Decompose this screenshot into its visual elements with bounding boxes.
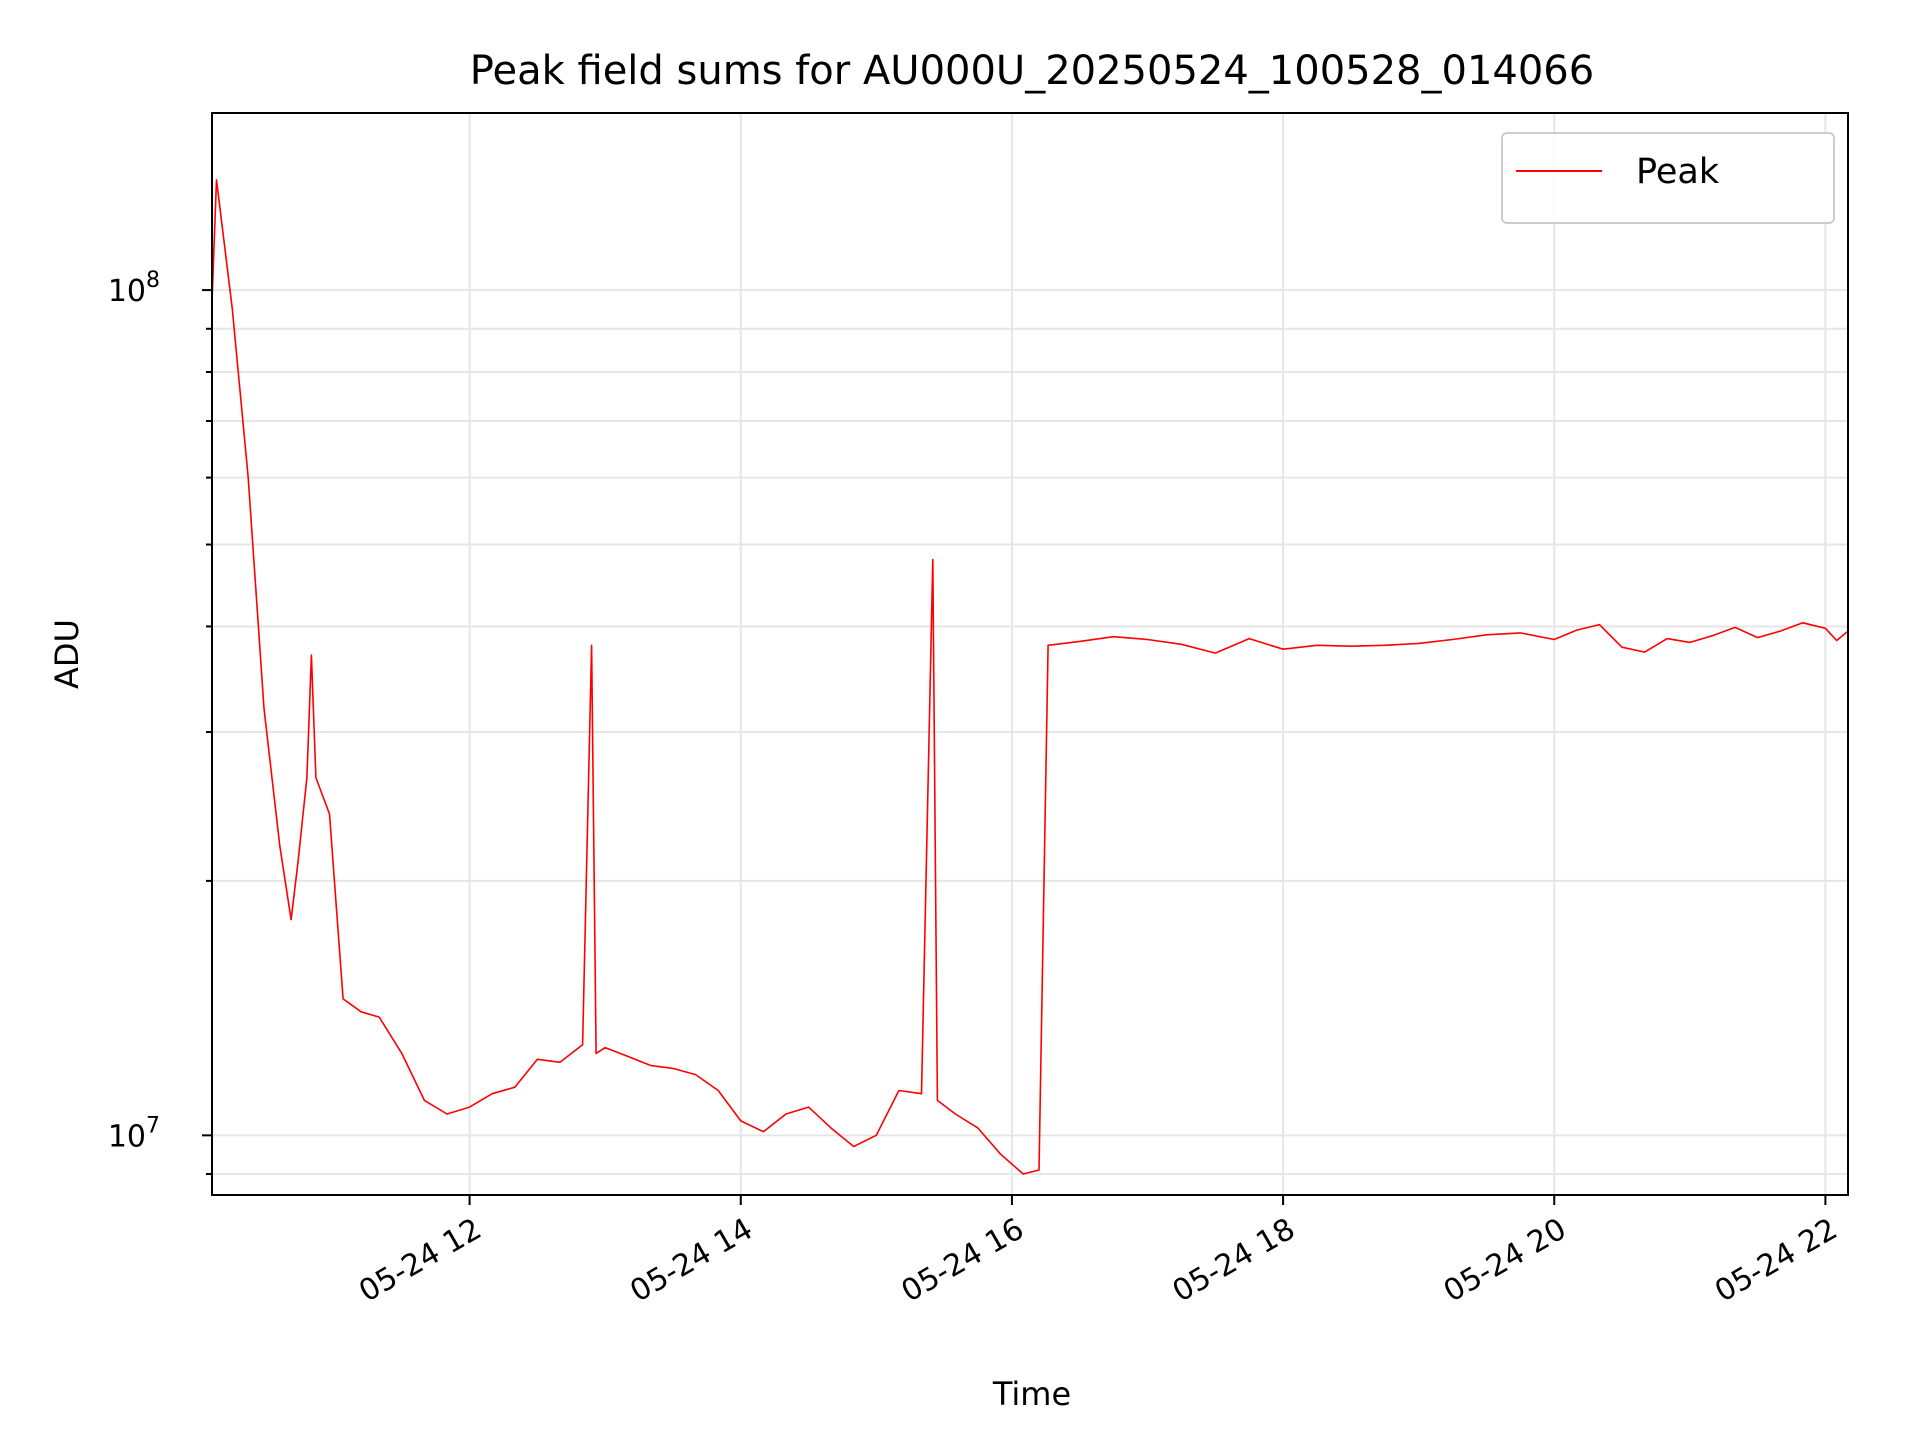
y-axis-title: ADU bbox=[48, 619, 86, 689]
legend-box bbox=[1501, 132, 1835, 224]
chart-title: Peak field sums for AU000U_20250524_1005… bbox=[470, 48, 1594, 94]
legend-label-peak: Peak bbox=[1636, 152, 1720, 192]
series-line-peak bbox=[212, 179, 1848, 1175]
x-axis-title: Time bbox=[992, 1375, 1071, 1413]
grid bbox=[212, 113, 1848, 1195]
legend: Peak bbox=[1501, 132, 1835, 224]
plot-frame bbox=[211, 112, 1849, 1196]
series-group bbox=[212, 179, 1848, 1175]
